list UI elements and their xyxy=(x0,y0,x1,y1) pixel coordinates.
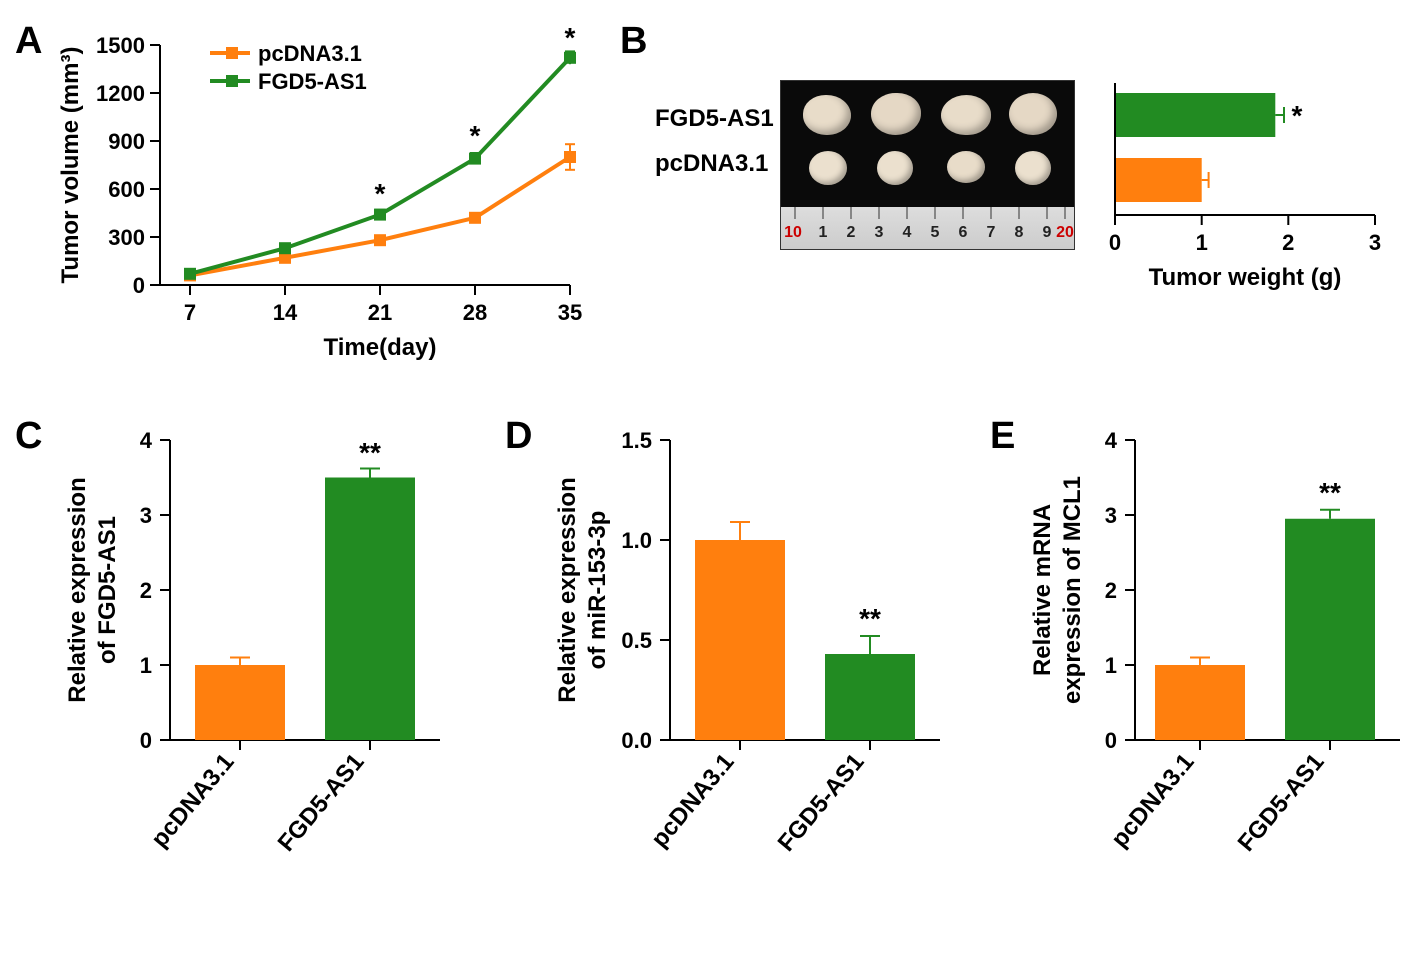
svg-text:FGD5-AS1: FGD5-AS1 xyxy=(1233,749,1330,857)
svg-text:0: 0 xyxy=(140,728,152,753)
panel-d-label: D xyxy=(505,415,532,458)
svg-text:Tumor weight (g): Tumor weight (g) xyxy=(1149,264,1342,291)
svg-text:900: 900 xyxy=(108,129,145,154)
panel-c-label: C xyxy=(15,415,42,458)
svg-text:Relative expression: Relative expression xyxy=(64,477,91,702)
svg-text:300: 300 xyxy=(108,225,145,250)
svg-text:pcDNA3.1: pcDNA3.1 xyxy=(1106,749,1200,853)
svg-text:4: 4 xyxy=(903,224,912,241)
panel-a-chart: 0 300 600 900 1200 1500 7 14 21 28 35 Ti… xyxy=(50,25,595,375)
svg-text:Relative mRNA: Relative mRNA xyxy=(1029,504,1056,676)
svg-text:21: 21 xyxy=(368,300,392,325)
svg-text:0: 0 xyxy=(1109,230,1121,255)
svg-text:FGD5-AS1: FGD5-AS1 xyxy=(258,69,367,94)
svg-text:expression of MCL1: expression of MCL1 xyxy=(1059,476,1086,704)
svg-text:1: 1 xyxy=(1105,653,1117,678)
svg-text:of miR-153-3p: of miR-153-3p xyxy=(584,511,611,670)
svg-text:pcDNA3.1: pcDNA3.1 xyxy=(646,749,740,853)
svg-text:0: 0 xyxy=(133,273,145,298)
svg-text:2: 2 xyxy=(847,224,856,241)
svg-text:*: * xyxy=(375,178,386,209)
svg-text:**: ** xyxy=(1319,477,1341,508)
svg-text:of FGD5-AS1: of FGD5-AS1 xyxy=(94,516,121,664)
svg-text:7: 7 xyxy=(987,224,996,241)
svg-text:7: 7 xyxy=(184,300,196,325)
svg-text:4: 4 xyxy=(140,428,153,453)
svg-text:0.0: 0.0 xyxy=(621,728,652,753)
svg-text:3: 3 xyxy=(140,503,152,528)
svg-text:1500: 1500 xyxy=(96,33,145,58)
panel-e-chart: 0 1 2 3 4 Relative mRNA expression of MC… xyxy=(1005,420,1425,950)
svg-text:1: 1 xyxy=(819,224,828,241)
svg-text:600: 600 xyxy=(108,177,145,202)
svg-text:4: 4 xyxy=(1105,428,1118,453)
svg-text:**: ** xyxy=(359,437,381,468)
svg-text:35: 35 xyxy=(558,300,582,325)
svg-text:9: 9 xyxy=(1043,224,1052,241)
svg-text:*: * xyxy=(1292,100,1303,131)
svg-text:28: 28 xyxy=(463,300,487,325)
svg-text:*: * xyxy=(565,25,576,53)
svg-text:14: 14 xyxy=(273,300,298,325)
svg-text:Time(day): Time(day) xyxy=(324,334,437,361)
svg-text:0.5: 0.5 xyxy=(621,628,652,653)
svg-text:6: 6 xyxy=(959,224,968,241)
svg-text:Tumor volume (mm³): Tumor volume (mm³) xyxy=(57,47,84,284)
svg-text:1200: 1200 xyxy=(96,81,145,106)
svg-text:Relative expression: Relative expression xyxy=(554,477,581,702)
svg-text:3: 3 xyxy=(875,224,884,241)
panel-c-chart: 0 1 2 3 4 Relative expression of FGD5-AS… xyxy=(40,420,470,950)
svg-text:1.5: 1.5 xyxy=(621,428,652,453)
panel-b-photo: FGD5-AS1 pcDNA3.1 10 1 2 xyxy=(655,80,1075,260)
svg-text:5: 5 xyxy=(931,224,940,241)
svg-text:FGD5-AS1: FGD5-AS1 xyxy=(273,749,370,857)
panel-b-label: B xyxy=(620,20,647,63)
svg-text:3: 3 xyxy=(1105,503,1117,528)
svg-text:**: ** xyxy=(859,603,881,634)
svg-text:pcDNA3.1: pcDNA3.1 xyxy=(258,41,362,66)
svg-text:2: 2 xyxy=(1282,230,1294,255)
panel-d-chart: 0.0 0.5 1.0 1.5 Relative expression of m… xyxy=(530,420,960,950)
svg-text:0: 0 xyxy=(1105,728,1117,753)
svg-text:2: 2 xyxy=(1105,578,1117,603)
svg-text:3: 3 xyxy=(1369,230,1381,255)
svg-text:*: * xyxy=(470,120,481,151)
svg-text:8: 8 xyxy=(1015,224,1024,241)
panel-a-label: A xyxy=(15,20,42,63)
svg-text:1: 1 xyxy=(1196,230,1208,255)
panel-b-bars: * 0 1 2 3 Tumor weight (g) xyxy=(1085,55,1410,305)
svg-text:1.0: 1.0 xyxy=(621,528,652,553)
svg-text:10: 10 xyxy=(784,224,802,241)
svg-text:pcDNA3.1: pcDNA3.1 xyxy=(146,749,240,853)
svg-text:1: 1 xyxy=(140,653,152,678)
svg-text:2: 2 xyxy=(140,578,152,603)
svg-text:FGD5-AS1: FGD5-AS1 xyxy=(773,749,870,857)
svg-text:20: 20 xyxy=(1056,224,1074,241)
